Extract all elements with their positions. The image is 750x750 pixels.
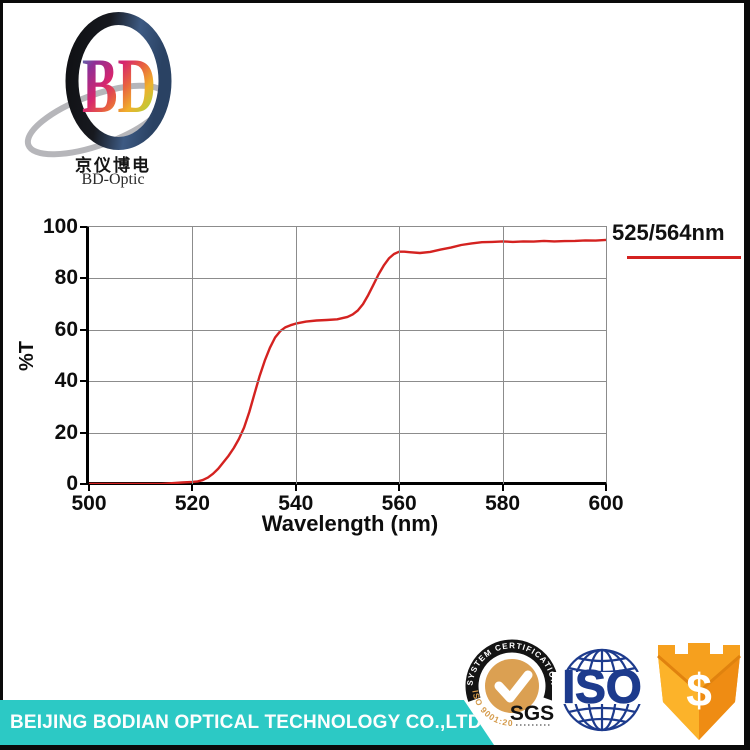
x-tick-label: 560: [381, 492, 417, 515]
grid-line-h: [89, 432, 606, 434]
spectrum-curve: [89, 238, 607, 486]
iso-text-band: [552, 672, 652, 704]
iso-badge: ISO: [552, 648, 652, 732]
logo-bd-text: BD: [82, 42, 156, 129]
sgs-black-arc: [465, 639, 559, 702]
shield-left-facet: [658, 656, 699, 740]
y-tick: [80, 277, 87, 280]
grid-line-h: [89, 278, 606, 280]
legend-label: 525/564nm: [612, 220, 725, 245]
y-tick-label: 40: [54, 369, 78, 393]
gold-shield-badge: $: [657, 643, 741, 740]
x-axis-label: Wavelength (nm): [261, 511, 439, 536]
legend-line-swatch: [627, 256, 741, 259]
y-tick-label: 80: [54, 266, 78, 290]
x-tick-label: 500: [71, 492, 107, 515]
plot-area: [86, 226, 607, 485]
y-tick: [80, 328, 87, 331]
dollar-icon: $: [686, 664, 712, 716]
logo-latin-text: BD-Optic: [81, 171, 145, 188]
grid-line-v: [399, 227, 401, 484]
grid-line-h: [89, 329, 606, 331]
frame-border-bottom: [0, 745, 750, 750]
curve-layer: [89, 227, 607, 486]
x-tick: [191, 485, 194, 491]
y-tick-label: 60: [54, 317, 78, 341]
x-tick: [88, 485, 90, 491]
y-tick: [80, 226, 87, 228]
sgs-check-icon: [494, 670, 533, 703]
x-tick: [501, 485, 504, 491]
iso-label: ISO: [562, 661, 641, 713]
grid-line-v: [295, 227, 297, 484]
x-tick-label: 600: [588, 492, 624, 515]
x-tick-label: 520: [174, 492, 210, 515]
x-tick-label: 540: [278, 492, 314, 515]
curve-svg: [89, 238, 607, 486]
grid-line-v: [192, 227, 194, 484]
grid-line-v: [502, 227, 504, 484]
y-tick-label: 20: [54, 420, 78, 444]
footer-band: BEIJING BODIAN OPTICAL TECHNOLOGY CO.,LT…: [0, 700, 494, 745]
y-tick: [80, 431, 87, 434]
x-tick: [398, 485, 401, 491]
grid-line-h: [89, 381, 606, 383]
x-tick-label: 580: [485, 492, 521, 515]
sgs-label: SGS: [510, 702, 554, 725]
frame-border-top: [0, 0, 750, 3]
logo-chinese-text: 京仪博电: [75, 156, 151, 175]
y-tick-label: 100: [42, 215, 78, 238]
bd-optic-logo: BD: [24, 12, 172, 158]
company-name: BEIJING BODIAN OPTICAL TECHNOLOGY CO.,LT…: [10, 712, 488, 733]
frame-border-left: [0, 0, 3, 750]
shield-right-facet: [699, 656, 740, 740]
frame-border-right: [744, 0, 750, 750]
y-tick: [80, 380, 87, 383]
y-tick: [80, 483, 87, 485]
x-tick: [294, 485, 297, 491]
y-tick-label: 0: [66, 472, 78, 495]
shield-chevron: [657, 654, 741, 694]
logo-ring-icon: [65, 12, 172, 150]
x-tick: [605, 485, 607, 491]
